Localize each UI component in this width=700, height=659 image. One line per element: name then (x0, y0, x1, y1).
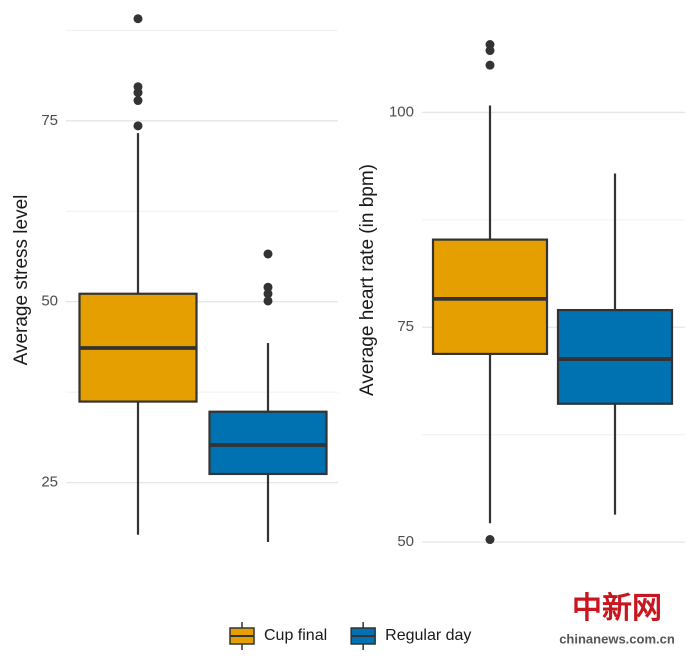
watermark-url: chinanews.com.cn (559, 631, 675, 646)
y-axis-label: Average stress level (11, 195, 32, 366)
box (208, 410, 328, 476)
box (431, 238, 549, 356)
box (556, 308, 674, 405)
outlier (133, 96, 143, 106)
outlier (133, 14, 143, 24)
outlier (485, 60, 495, 70)
y-axis-label: Average heart rate (in bpm) (357, 164, 378, 396)
outlier (133, 121, 143, 131)
outlier (133, 88, 143, 98)
y-tick-label: 25 (41, 474, 58, 491)
outlier (263, 249, 273, 259)
y-tick-label: 50 (41, 293, 58, 310)
outlier (263, 282, 273, 292)
legend-label: Cup final (264, 627, 327, 644)
y-tick-label: 75 (41, 112, 58, 129)
y-tick-label: 50 (397, 533, 414, 550)
watermark-title: 中新网 (572, 592, 662, 625)
outlier (263, 296, 273, 306)
y-tick-label: 100 (389, 103, 414, 120)
outlier (485, 46, 495, 56)
outlier (263, 289, 273, 299)
outlier (485, 535, 495, 545)
legend-label: Regular day (385, 627, 471, 644)
y-tick-label: 75 (397, 318, 414, 335)
